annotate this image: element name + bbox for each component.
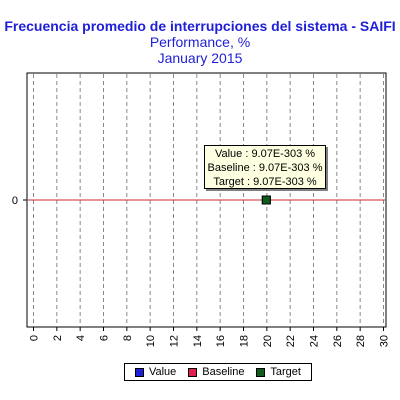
legend-swatch-target [256, 367, 266, 377]
target-series-point[interactable] [261, 195, 271, 205]
x-tick-label: 28 [355, 335, 367, 347]
x-tick-label: 30 [379, 335, 391, 347]
legend-item-target[interactable]: Target [256, 366, 301, 378]
legend-item-value[interactable]: Value [134, 366, 177, 378]
legend-swatch-baseline [188, 367, 198, 377]
x-tick-label: 8 [122, 335, 134, 341]
legend-label-baseline: Baseline [202, 366, 245, 378]
tooltip-baseline-line: Baseline : 9.07E-303 % [207, 162, 323, 174]
x-tick-label: 24 [309, 335, 321, 347]
chart-period: January 2015 [157, 50, 243, 66]
chart-subtitle: Performance, % [149, 34, 251, 50]
chart-legend: Value Baseline Target [124, 363, 312, 381]
x-tick-label: 18 [239, 335, 251, 347]
data-tooltip: Value : 9.07E-303 % Baseline : 9.07E-303… [204, 145, 326, 189]
legend-label-value: Value [148, 366, 177, 378]
tooltip-target-line: Target : 9.07E-303 % [213, 176, 317, 188]
x-tick-label: 6 [99, 335, 111, 341]
x-tick-label: 26 [332, 335, 344, 347]
series-layer [28, 195, 385, 205]
x-tick-label: 4 [75, 335, 87, 341]
x-tick-label: 22 [285, 335, 297, 347]
x-tick-label: 0 [29, 335, 41, 341]
legend-label-target: Target [270, 366, 301, 378]
legend-item-baseline[interactable]: Baseline [188, 366, 244, 378]
x-tick-label: 14 [192, 335, 204, 347]
y-tick-label: 0 [12, 195, 18, 207]
x-tick-label: 10 [145, 335, 157, 347]
tooltip-value-line: Value : 9.07E-303 % [214, 148, 316, 160]
x-tick-label: 20 [262, 335, 274, 347]
x-tick-label: 16 [215, 335, 227, 347]
x-tick-label: 12 [169, 335, 181, 347]
tick-layer: 0 2 4 6 8 10 12 14 16 18 20 22 24 26 28 300 [12, 195, 391, 347]
x-tick-label: 2 [52, 335, 64, 341]
legend-swatch-value [134, 367, 144, 377]
chart-title: Frecuencia promedio de interrupciones de… [4, 18, 396, 34]
